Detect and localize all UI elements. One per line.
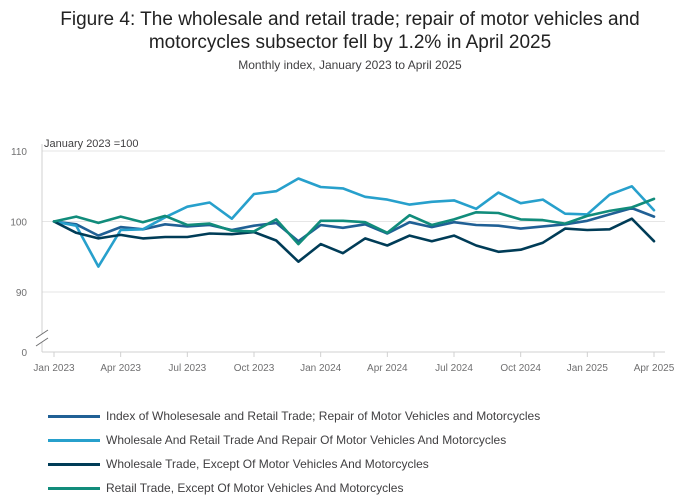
legend-label: Retail Trade, Except Of Motor Vehicles A…: [106, 481, 404, 495]
x-tick-label: Jan 2024: [300, 363, 342, 374]
y-tick-label: 90: [16, 288, 28, 299]
legend-label: Index of Wholesesale and Retail Trade; R…: [106, 409, 541, 423]
series-line-2: [52, 177, 656, 268]
line-chart: 0 90 100 110 Jan 2023 Apr 2023 Jul 2023 Oct 202…: [10, 138, 675, 374]
x-tick-label: Jul 2024: [435, 363, 473, 374]
x-tick-label: Apr 2023: [100, 363, 141, 374]
chart-title-line-2: motorcycles subsector fell by 1.2% in Ap…: [148, 32, 552, 53]
chart-legend: Index of Wholesesale and Retail Trade; R…: [48, 404, 540, 500]
legend-swatch: [48, 438, 100, 442]
x-tick-label: Apr 2025: [634, 363, 675, 374]
y-tick-label: 110: [11, 147, 27, 158]
legend-item-2[interactable]: Wholesale And Retail Trade And Repair Of…: [48, 428, 540, 452]
x-tick-label: Jan 2023: [33, 363, 75, 374]
legend-item-1[interactable]: Index of Wholesesale and Retail Trade; R…: [48, 404, 540, 428]
legend-swatch: [48, 462, 100, 466]
legend-label: Wholesale And Retail Trade And Repair Of…: [106, 433, 507, 447]
y-axis-label: January 2023 =100: [44, 138, 139, 150]
series-line-4: [52, 197, 656, 246]
x-tick-label: Apr 2024: [367, 363, 408, 374]
series-line-3: [52, 217, 656, 264]
chart-title: Figure 4: The wholesale and retail trade…: [0, 8, 700, 54]
x-tick-label: Jul 2023: [168, 363, 206, 374]
chart-subtitle: Monthly index, January 2023 to April 202…: [238, 58, 462, 72]
x-tick-label: Oct 2023: [234, 363, 275, 374]
x-tick-label: Oct 2024: [500, 363, 541, 374]
axis-break-mark: [35, 329, 49, 339]
y-tick-label: 100: [10, 218, 27, 229]
series-line-1: [52, 206, 656, 243]
legend-item-3[interactable]: Wholesale Trade, Except Of Motor Vehicle…: [48, 452, 540, 476]
x-tick-label: Jan 2025: [567, 363, 609, 374]
legend-swatch: [48, 486, 100, 490]
chart-title-line-1: Figure 4: The wholesale and retail trade…: [60, 9, 640, 30]
legend-label: Wholesale Trade, Except Of Motor Vehicle…: [106, 457, 429, 471]
y-tick-label: 0: [21, 348, 27, 359]
legend-swatch: [48, 414, 100, 418]
legend-item-4[interactable]: Retail Trade, Except Of Motor Vehicles A…: [48, 476, 540, 500]
axis-break-mark: [35, 337, 49, 347]
